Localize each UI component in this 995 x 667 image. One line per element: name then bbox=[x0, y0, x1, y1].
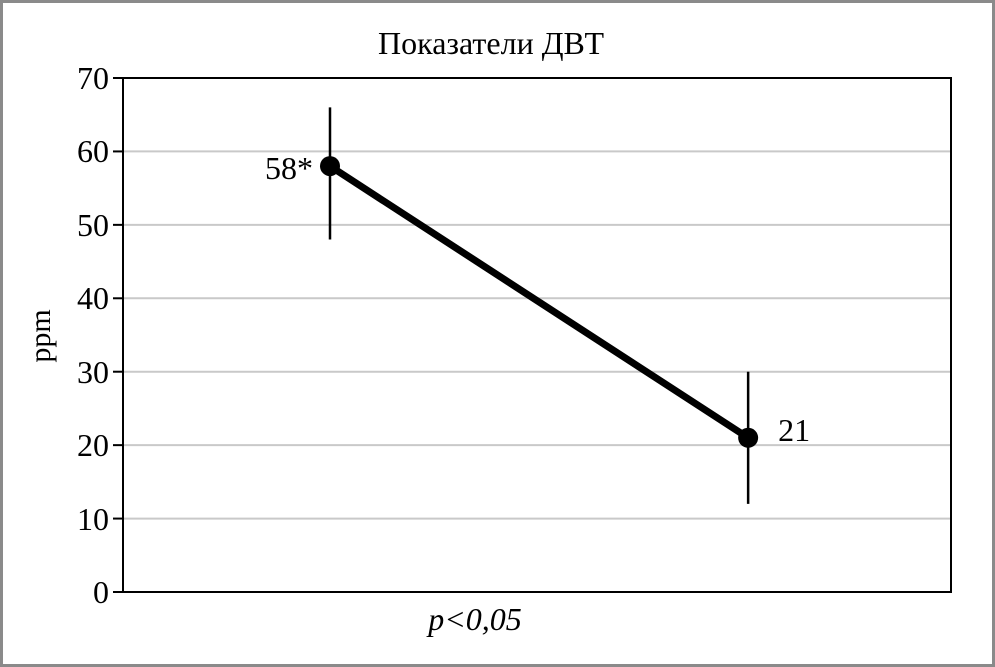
significance-annotation: p<0,05 bbox=[428, 601, 522, 637]
data-point-marker bbox=[320, 156, 340, 177]
y-tick-label: 10 bbox=[77, 500, 109, 537]
y-tick-label: 50 bbox=[77, 206, 109, 243]
series-line bbox=[328, 163, 751, 441]
y-tick-label: 30 bbox=[77, 353, 109, 390]
data-point-marker bbox=[738, 427, 759, 448]
y-tick-label: 20 bbox=[77, 427, 109, 464]
data-point-label: 21 bbox=[778, 411, 811, 448]
plot-area bbox=[113, 77, 952, 593]
y-tick-label: 70 bbox=[77, 60, 109, 96]
plot-border bbox=[122, 77, 952, 593]
chart-title: Показатели ДВТ bbox=[378, 25, 604, 61]
y-tick-label: 40 bbox=[77, 280, 109, 317]
data-point-label: 58* bbox=[265, 150, 313, 187]
y-tick-label: 60 bbox=[77, 133, 109, 170]
y-tick-label: 0 bbox=[93, 574, 109, 610]
